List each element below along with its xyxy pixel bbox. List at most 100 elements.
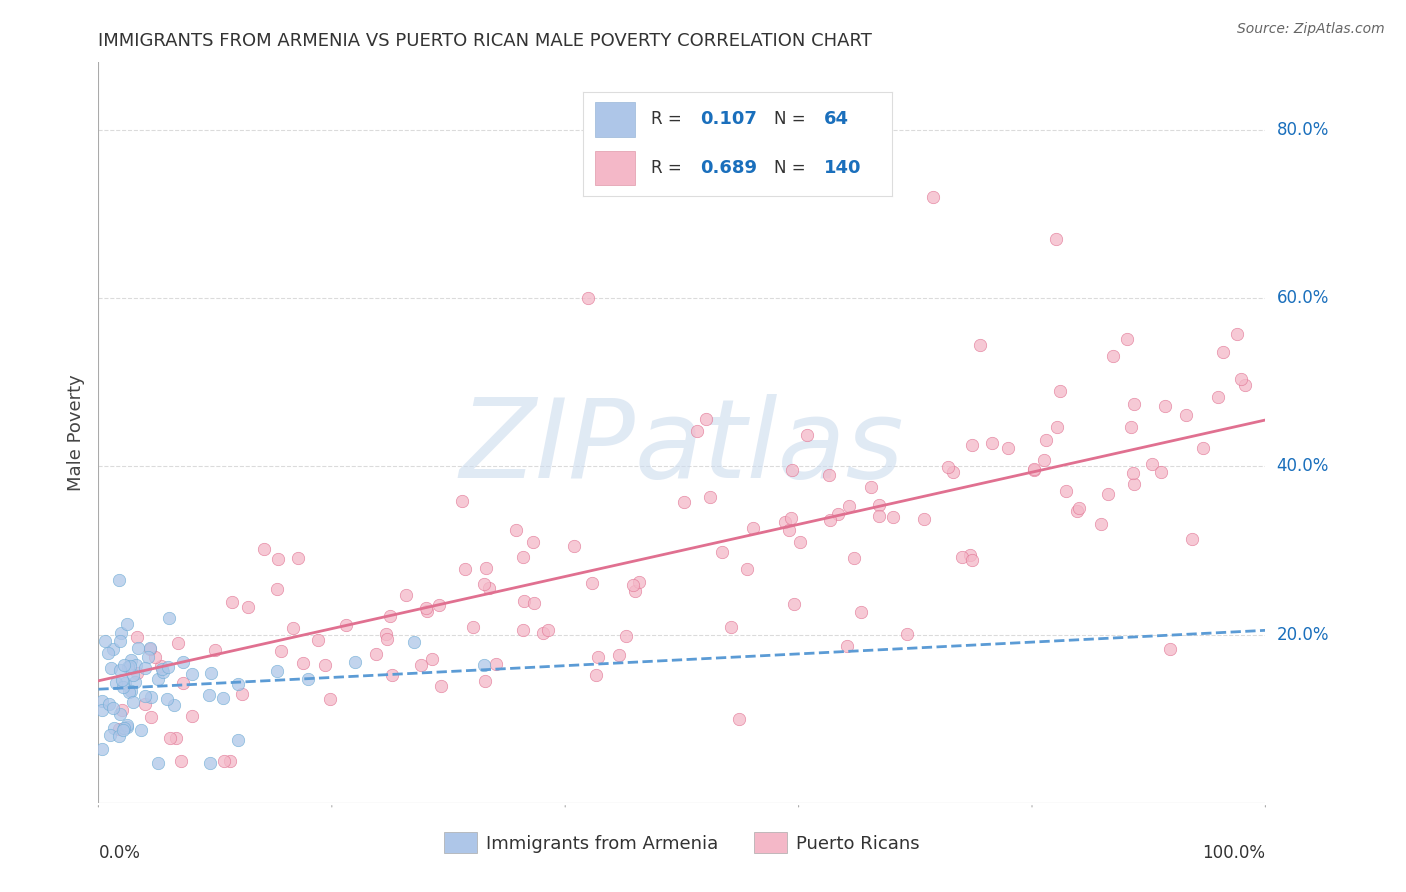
Point — [627, 575, 650, 590]
Point — [896, 627, 918, 641]
Point — [120, 653, 142, 667]
Point — [124, 658, 146, 673]
Point — [838, 499, 860, 513]
Point — [120, 683, 142, 698]
Point — [319, 692, 342, 706]
Point — [180, 667, 202, 681]
Point — [115, 718, 138, 732]
Point — [307, 632, 329, 647]
Point — [112, 723, 135, 737]
Point — [139, 641, 162, 656]
Point — [98, 697, 121, 711]
Point — [90, 703, 112, 717]
Text: 80.0%: 80.0% — [1277, 120, 1329, 139]
Point — [152, 665, 174, 680]
Point — [266, 664, 288, 678]
Point — [818, 467, 841, 482]
Point — [835, 639, 858, 653]
Point — [165, 731, 187, 745]
Point — [114, 675, 136, 690]
Point — [200, 756, 222, 770]
Point — [959, 548, 981, 562]
Point — [763, 106, 786, 120]
Point — [138, 650, 160, 665]
Point — [1229, 371, 1251, 385]
Point — [512, 550, 534, 565]
Point — [228, 677, 250, 691]
Point — [868, 509, 890, 524]
Point — [512, 623, 534, 637]
Point — [108, 634, 131, 648]
Point — [157, 660, 180, 674]
Point — [921, 190, 943, 204]
Point — [117, 660, 139, 674]
Point — [218, 754, 240, 768]
Point — [145, 650, 167, 665]
Point — [212, 691, 235, 706]
Point — [1033, 453, 1056, 467]
Point — [737, 562, 759, 576]
Point — [111, 703, 134, 717]
Point — [1123, 476, 1146, 491]
Point — [90, 741, 112, 756]
Point — [287, 550, 309, 565]
Point — [212, 754, 235, 768]
Point — [344, 655, 367, 669]
Point — [112, 680, 135, 694]
Point — [720, 620, 742, 634]
Point — [127, 641, 149, 656]
Point — [94, 633, 117, 648]
Point — [112, 658, 135, 673]
Point — [163, 698, 186, 712]
Point — [156, 691, 179, 706]
Point — [484, 657, 506, 671]
Point — [228, 732, 250, 747]
Point — [474, 576, 496, 591]
Point — [607, 648, 630, 663]
Point — [1115, 332, 1137, 346]
Point — [1090, 516, 1112, 531]
Point — [101, 642, 124, 657]
Point — [699, 490, 721, 504]
Point — [1101, 349, 1123, 363]
Point — [100, 661, 122, 675]
Point — [585, 668, 607, 682]
Point — [139, 710, 162, 724]
Point — [818, 513, 841, 527]
Point — [108, 707, 131, 722]
Point — [454, 562, 477, 576]
Point — [172, 655, 194, 669]
Point — [1022, 462, 1045, 476]
Point — [335, 617, 357, 632]
Point — [962, 553, 984, 567]
Point — [789, 535, 811, 549]
Point — [103, 722, 125, 736]
Point — [105, 676, 128, 690]
Point — [108, 573, 131, 587]
Point — [314, 658, 336, 673]
Point — [741, 521, 763, 535]
Point — [110, 626, 132, 640]
Point — [375, 626, 398, 640]
Point — [103, 700, 125, 714]
Point — [1174, 408, 1197, 422]
Text: Source: ZipAtlas.com: Source: ZipAtlas.com — [1237, 22, 1385, 37]
Point — [112, 721, 135, 735]
Point — [981, 436, 1004, 450]
Point — [588, 650, 610, 665]
Point — [960, 438, 983, 452]
Point — [375, 632, 398, 647]
Point — [796, 427, 818, 442]
Point — [134, 661, 156, 675]
Point — [416, 604, 439, 618]
Point — [180, 708, 202, 723]
Point — [1154, 399, 1177, 413]
Point — [127, 630, 149, 644]
Point — [125, 665, 148, 680]
Point — [107, 729, 129, 743]
Point — [522, 535, 544, 549]
Point — [366, 647, 388, 661]
Point — [395, 588, 418, 602]
Point — [124, 674, 146, 689]
Point — [868, 498, 890, 512]
